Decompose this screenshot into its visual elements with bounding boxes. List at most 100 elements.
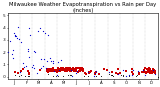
- Point: [15, 37, 18, 39]
- Point: [15, 35, 17, 37]
- Point: [42, 66, 44, 67]
- Point: [154, 72, 157, 73]
- Point: [111, 72, 113, 73]
- Point: [85, 73, 88, 75]
- Point: [51, 68, 54, 70]
- Point: [115, 72, 117, 73]
- Point: [58, 69, 60, 70]
- Point: [51, 75, 54, 77]
- Point: [13, 35, 16, 37]
- Point: [77, 71, 80, 72]
- Point: [66, 68, 69, 70]
- Point: [74, 71, 77, 72]
- Point: [151, 71, 154, 73]
- Point: [75, 69, 77, 70]
- Point: [45, 70, 48, 71]
- Point: [106, 69, 108, 71]
- Point: [61, 70, 64, 71]
- Point: [47, 68, 50, 70]
- Point: [145, 72, 148, 74]
- Point: [78, 70, 80, 71]
- Point: [66, 74, 69, 75]
- Point: [154, 72, 156, 73]
- Point: [78, 70, 81, 71]
- Point: [64, 68, 67, 69]
- Point: [27, 76, 30, 77]
- Point: [107, 71, 110, 72]
- Point: [27, 48, 29, 49]
- Point: [152, 70, 155, 71]
- Point: [71, 68, 74, 69]
- Point: [47, 69, 49, 71]
- Point: [75, 68, 78, 69]
- Point: [132, 69, 135, 71]
- Point: [144, 74, 146, 76]
- Point: [34, 52, 36, 53]
- Point: [80, 70, 83, 71]
- Point: [149, 72, 151, 74]
- Point: [27, 72, 30, 74]
- Point: [76, 70, 78, 72]
- Point: [86, 75, 89, 76]
- Point: [81, 68, 84, 69]
- Point: [62, 69, 65, 71]
- Point: [23, 67, 25, 68]
- Point: [79, 69, 81, 71]
- Point: [132, 73, 135, 74]
- Point: [52, 71, 55, 72]
- Point: [28, 73, 30, 75]
- Point: [122, 74, 125, 75]
- Point: [46, 71, 49, 72]
- Point: [20, 41, 23, 43]
- Point: [49, 68, 52, 70]
- Point: [93, 72, 96, 74]
- Point: [52, 70, 55, 72]
- Point: [150, 71, 153, 72]
- Point: [142, 69, 145, 70]
- Point: [79, 68, 82, 69]
- Point: [80, 70, 83, 71]
- Point: [43, 59, 45, 60]
- Point: [154, 73, 156, 75]
- Point: [82, 70, 85, 72]
- Point: [73, 69, 76, 70]
- Point: [128, 75, 130, 77]
- Point: [93, 75, 95, 76]
- Point: [62, 67, 64, 69]
- Point: [80, 69, 82, 70]
- Point: [11, 53, 13, 55]
- Point: [76, 68, 78, 69]
- Point: [76, 68, 79, 69]
- Point: [111, 75, 113, 76]
- Point: [130, 71, 133, 72]
- Point: [78, 68, 80, 69]
- Point: [124, 70, 127, 72]
- Point: [153, 72, 156, 73]
- Point: [152, 68, 154, 70]
- Point: [108, 74, 110, 75]
- Point: [58, 69, 60, 70]
- Point: [68, 71, 71, 72]
- Point: [86, 72, 89, 73]
- Point: [22, 69, 24, 70]
- Point: [102, 69, 105, 70]
- Point: [56, 69, 58, 71]
- Point: [17, 38, 20, 40]
- Point: [95, 76, 97, 77]
- Point: [67, 69, 69, 71]
- Point: [152, 70, 155, 71]
- Point: [141, 71, 144, 72]
- Point: [90, 70, 92, 72]
- Point: [147, 72, 149, 73]
- Point: [122, 75, 124, 76]
- Point: [70, 69, 73, 70]
- Point: [138, 73, 140, 74]
- Point: [76, 68, 79, 69]
- Point: [146, 69, 148, 70]
- Point: [136, 71, 139, 72]
- Point: [41, 30, 44, 31]
- Point: [20, 74, 22, 76]
- Point: [48, 68, 50, 70]
- Point: [12, 32, 15, 34]
- Point: [27, 75, 29, 77]
